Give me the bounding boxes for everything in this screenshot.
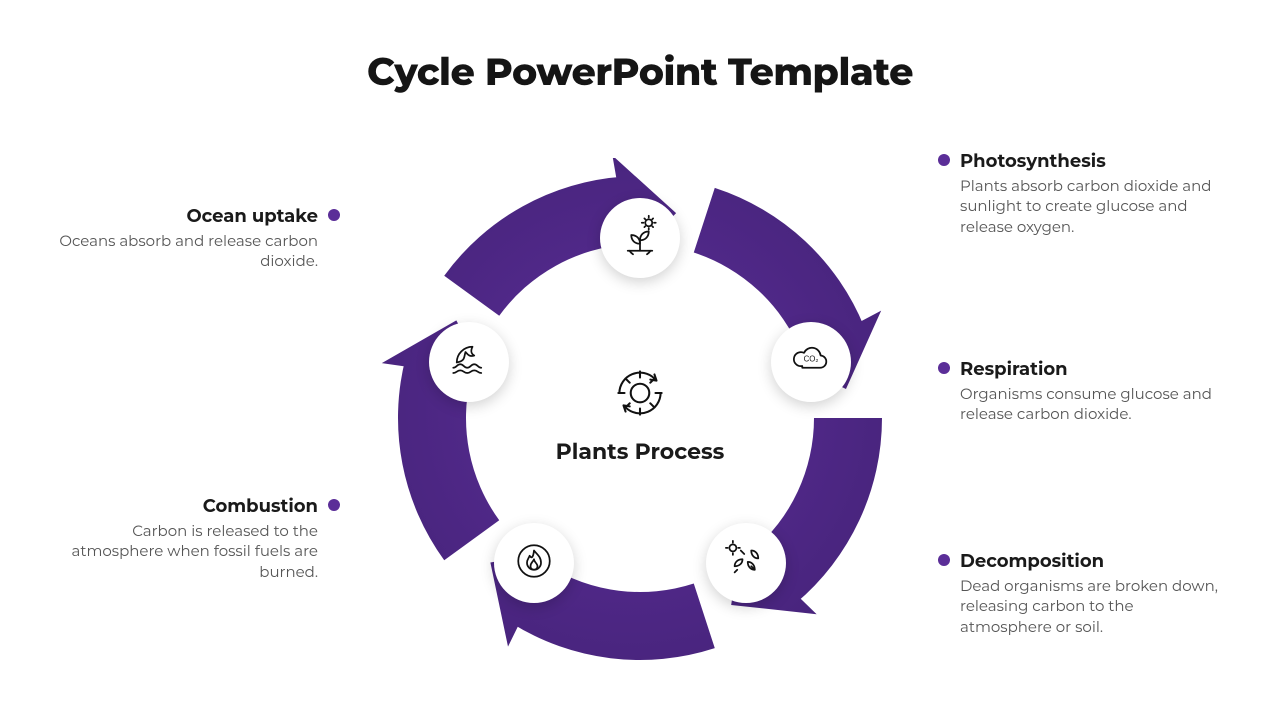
fire-icon [513, 540, 555, 587]
callout-0: Photosynthesis Plants absorb carbon diox… [960, 150, 1220, 237]
cycle-slide: Cycle PowerPoint Template Plants Process [0, 0, 1280, 720]
leaves-recycle-icon [725, 540, 767, 587]
cycle-node-0 [600, 198, 680, 278]
callout-body: Oceans absorb and release carbon dioxide… [58, 231, 318, 272]
slide-title: Cycle PowerPoint Template [0, 48, 1280, 95]
callout-heading: Ocean uptake [58, 205, 318, 227]
callout-body: Plants absorb carbon dioxide and sunligh… [960, 176, 1220, 237]
bullet-icon [328, 209, 340, 221]
wave-icon [448, 338, 490, 385]
cycle-node-3 [494, 523, 574, 603]
callout-body: Organisms consume glucose and release ca… [960, 384, 1220, 425]
cycle-node-2 [706, 523, 786, 603]
cycle-diagram: Plants Process CO₂ [380, 158, 900, 678]
bullet-icon [938, 154, 950, 166]
cycle-node-4 [429, 322, 509, 402]
callout-2: Decomposition Dead organisms are broken … [960, 550, 1220, 637]
bullet-icon [938, 362, 950, 374]
callout-4: Ocean uptake Oceans absorb and release c… [58, 205, 318, 272]
callout-heading: Combustion [58, 495, 318, 517]
callout-heading: Respiration [960, 358, 1220, 380]
callout-body: Carbon is released to the atmosphere whe… [58, 521, 318, 582]
callout-1: Respiration Organisms consume glucose an… [960, 358, 1220, 425]
plant-sun-icon [619, 214, 661, 261]
callout-heading: Photosynthesis [960, 150, 1220, 172]
callout-3: Combustion Carbon is released to the atm… [58, 495, 318, 582]
svg-text:CO₂: CO₂ [804, 355, 819, 364]
co2-cloud-icon: CO₂ [790, 338, 832, 385]
center-label: Plants Process [530, 438, 750, 465]
callout-body: Dead organisms are broken down, releasin… [960, 576, 1220, 637]
callout-heading: Decomposition [960, 550, 1220, 572]
gear-cycle-icon [605, 358, 675, 428]
bullet-icon [938, 554, 950, 566]
bullet-icon [328, 499, 340, 511]
cycle-node-1: CO₂ [771, 322, 851, 402]
